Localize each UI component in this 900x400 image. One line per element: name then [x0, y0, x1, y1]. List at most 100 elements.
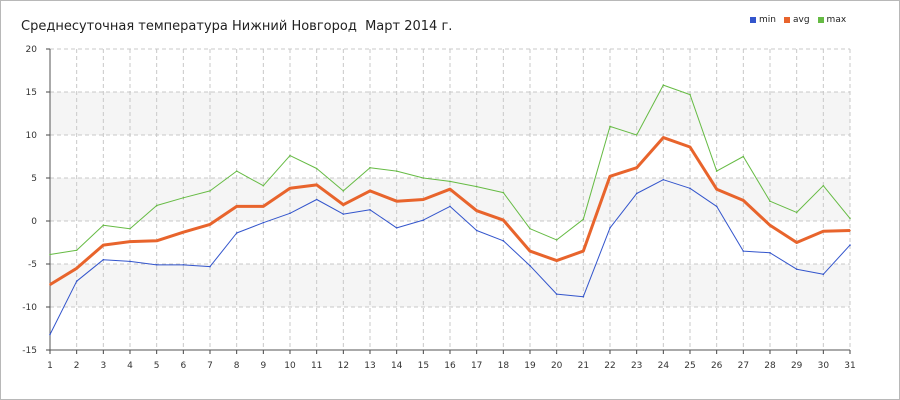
x-tick-label: 8 — [234, 361, 240, 371]
data-point-max — [662, 84, 665, 86]
x-tick-label: 1 — [47, 361, 53, 371]
y-tick-label: 15 — [26, 88, 37, 98]
x-tick-label: 27 — [738, 361, 749, 371]
data-point-avg — [75, 267, 78, 270]
data-point-avg — [262, 205, 265, 208]
x-tick-label: 11 — [311, 361, 322, 371]
data-point-min — [422, 219, 425, 221]
data-point-min — [849, 244, 851, 246]
data-point-max — [129, 227, 131, 230]
x-tick-label: 15 — [418, 361, 429, 371]
legend: min avg max — [750, 15, 846, 25]
data-point-max — [555, 239, 558, 241]
data-point-min — [502, 239, 505, 242]
data-point-avg — [369, 190, 371, 192]
x-tick-label: 4 — [127, 361, 133, 371]
legend-label-avg: avg — [792, 15, 810, 25]
x-tick-label: 5 — [154, 361, 160, 371]
data-point-avg — [315, 184, 318, 186]
x-tick-label: 7 — [207, 361, 213, 371]
x-tick-label: 25 — [684, 361, 695, 371]
data-point-avg — [449, 188, 451, 190]
data-point-avg — [49, 283, 51, 286]
data-point-avg — [422, 198, 425, 201]
data-point-min — [449, 205, 451, 208]
data-point-max — [155, 204, 158, 207]
data-point-max — [795, 211, 798, 214]
data-point-avg — [182, 231, 185, 233]
data-point-avg — [715, 188, 718, 190]
grid-band — [50, 264, 850, 307]
data-point-max — [262, 184, 265, 187]
data-point-max — [689, 93, 691, 96]
data-point-min — [182, 264, 185, 266]
x-tick-label: 6 — [180, 361, 186, 371]
legend-label-max: max — [826, 15, 847, 25]
data-point-avg — [849, 229, 851, 232]
data-point-max — [102, 224, 105, 227]
data-point-min — [155, 264, 158, 266]
chart-title: Среднесуточная температура Нижний Новгор… — [21, 19, 453, 34]
y-tick-label: 0 — [31, 217, 37, 227]
data-point-min — [49, 333, 51, 336]
data-point-min — [75, 280, 78, 283]
data-point-min — [129, 260, 131, 263]
data-point-max — [529, 227, 531, 230]
x-tick-label: 2 — [74, 361, 80, 371]
x-tick-label: 19 — [524, 361, 536, 371]
x-tick-label: 28 — [764, 361, 776, 371]
data-point-max — [609, 125, 611, 128]
data-point-max — [742, 155, 745, 158]
data-point-avg — [155, 239, 158, 242]
data-point-min — [742, 250, 745, 252]
data-point-min — [262, 221, 265, 224]
data-point-avg — [102, 244, 105, 246]
data-point-min — [715, 205, 718, 208]
data-point-avg — [395, 200, 398, 203]
data-point-min — [475, 229, 478, 232]
x-tick-label: 18 — [498, 361, 510, 371]
data-point-avg — [662, 136, 665, 139]
data-point-max — [849, 217, 851, 220]
data-point-max — [502, 191, 505, 194]
x-tick-label: 24 — [658, 361, 670, 371]
data-point-min — [795, 268, 798, 270]
data-point-avg — [502, 219, 505, 221]
data-point-avg — [209, 223, 211, 226]
data-point-max — [769, 200, 771, 203]
data-point-max — [235, 170, 238, 172]
x-tick-label: 10 — [284, 361, 296, 371]
data-point-max — [715, 170, 718, 172]
legend-swatch-max — [817, 17, 824, 23]
data-point-max — [422, 177, 425, 179]
x-tick-label: 17 — [471, 361, 482, 371]
data-point-max — [289, 154, 291, 157]
data-point-min — [395, 227, 398, 229]
data-point-max — [315, 167, 318, 170]
data-point-avg — [129, 240, 131, 243]
x-tick-label: 9 — [260, 361, 266, 371]
y-tick-label: 5 — [31, 174, 37, 184]
x-tick-label: 29 — [791, 361, 803, 371]
x-tick-label: 16 — [444, 361, 456, 371]
legend-item-min: min — [750, 15, 776, 25]
y-tick-label: -5 — [28, 260, 37, 270]
data-point-min — [315, 198, 318, 201]
data-point-min — [582, 295, 585, 298]
data-point-max — [635, 134, 638, 136]
data-point-min — [662, 178, 665, 181]
x-tick-label: 26 — [711, 361, 723, 371]
data-point-min — [369, 209, 371, 211]
x-tick-label: 14 — [391, 361, 403, 371]
legend-item-max: max — [817, 15, 847, 25]
data-point-max — [369, 166, 371, 169]
data-point-min — [822, 273, 825, 276]
legend-swatch-avg — [783, 17, 790, 23]
data-point-min — [635, 192, 638, 195]
x-tick-label: 12 — [338, 361, 349, 371]
x-tick-label: 20 — [551, 361, 563, 371]
data-point-min — [209, 265, 211, 268]
data-point-min — [289, 212, 291, 215]
data-point-min — [769, 252, 771, 254]
